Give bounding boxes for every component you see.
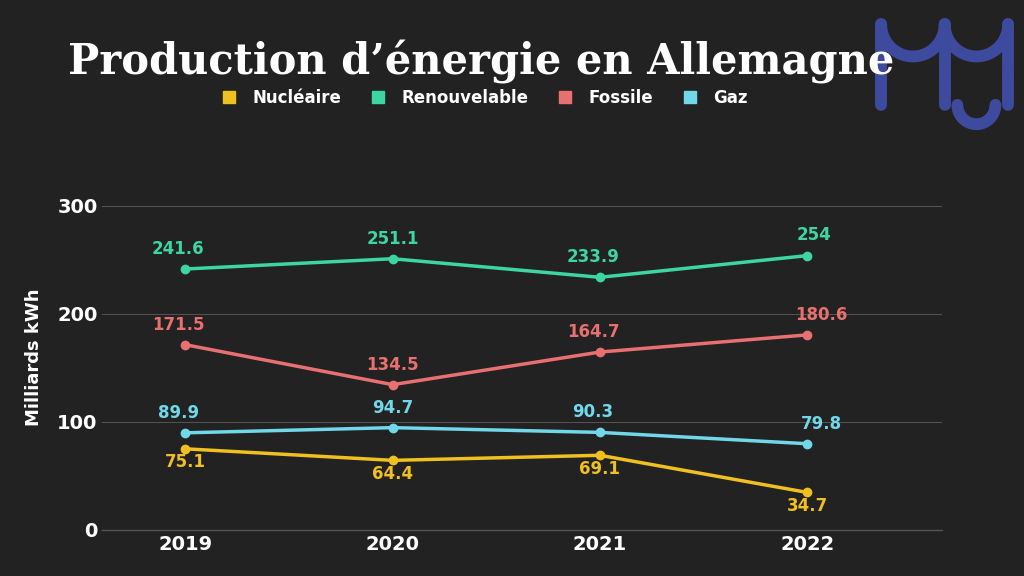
Text: 171.5: 171.5: [153, 316, 205, 334]
Text: 134.5: 134.5: [367, 355, 419, 374]
Text: 233.9: 233.9: [566, 248, 620, 266]
Legend: Nucléaire, Renouvelable, Fossile, Gaz: Nucléaire, Renouvelable, Fossile, Gaz: [206, 82, 755, 113]
Y-axis label: Milliards kWh: Milliards kWh: [26, 289, 43, 426]
Text: 180.6: 180.6: [795, 306, 848, 324]
Text: 75.1: 75.1: [165, 453, 206, 471]
Text: 89.9: 89.9: [158, 404, 199, 422]
Text: 90.3: 90.3: [572, 403, 613, 421]
Text: Production d’énergie en Allemagne: Production d’énergie en Allemagne: [68, 40, 895, 84]
Text: 164.7: 164.7: [566, 323, 620, 341]
Text: 64.4: 64.4: [372, 465, 414, 483]
Text: 94.7: 94.7: [372, 399, 414, 416]
Text: 241.6: 241.6: [153, 240, 205, 258]
Text: 34.7: 34.7: [786, 497, 828, 515]
Text: 251.1: 251.1: [367, 230, 419, 248]
Text: 79.8: 79.8: [801, 415, 842, 433]
Text: 254: 254: [797, 226, 831, 244]
Text: 69.1: 69.1: [580, 460, 621, 478]
